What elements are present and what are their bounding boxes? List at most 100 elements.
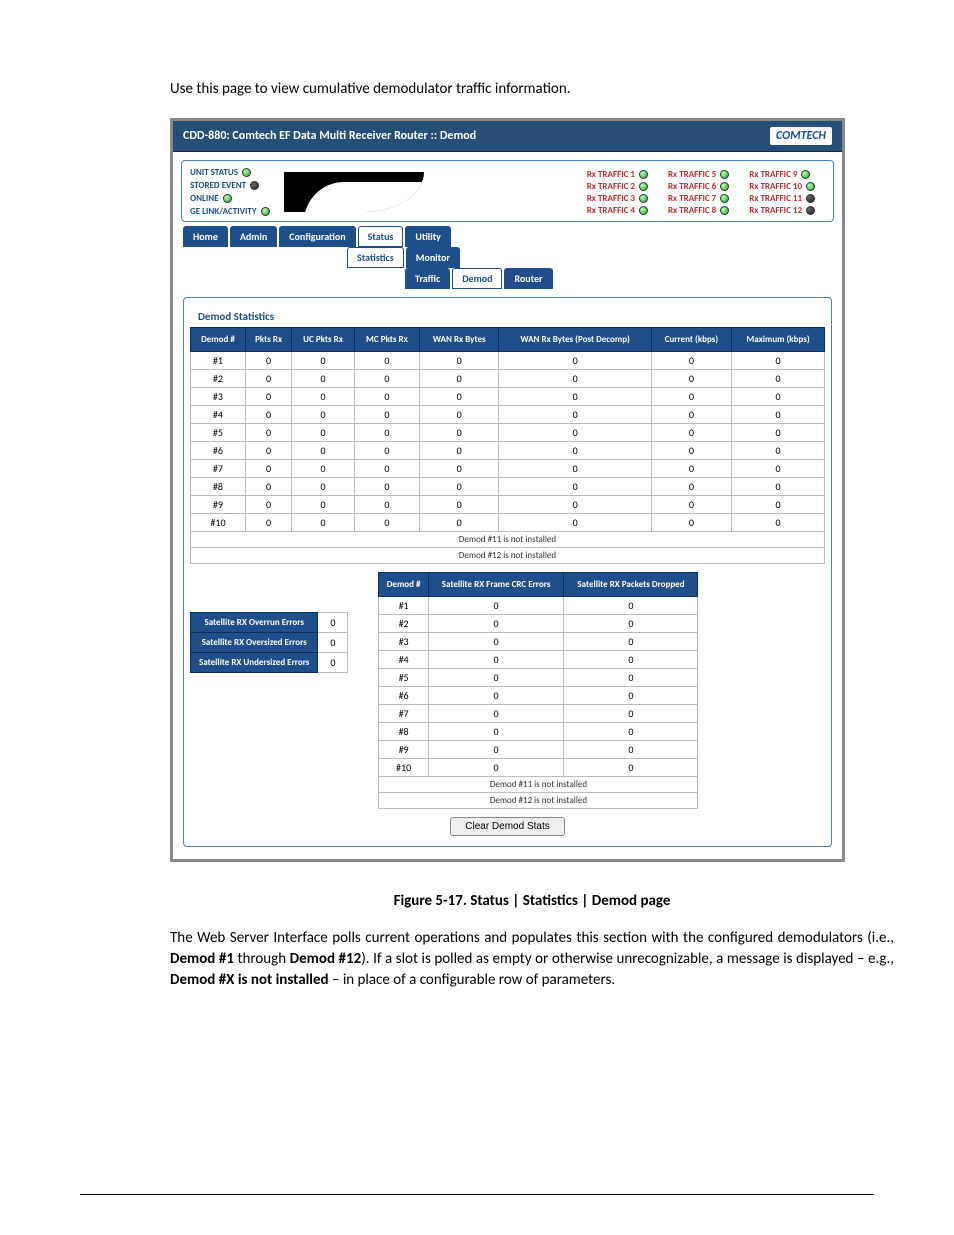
traffic-label: Rx TRAFFIC 7 [668, 193, 716, 204]
table-row: #700 [379, 705, 698, 723]
traffic-status-row: Rx TRAFFIC 11 [749, 193, 815, 204]
traffic-led-icon [806, 206, 815, 215]
status-box: UNIT STATUSSTORED EVENTONLINEGE LINK/ACT… [181, 160, 834, 222]
error-label: Satellite RX Undersized Errors [191, 653, 318, 673]
status-led-icon [261, 207, 270, 216]
not-installed-msg: Demod #12 is not installed [379, 793, 698, 809]
figure-caption: Figure 5-17. Status | Statistics | Demod… [170, 892, 894, 910]
error-value: 0 [318, 613, 348, 633]
page-title: CDD-880: Comtech EF Data Multi Receiver … [183, 129, 476, 143]
traffic-status-row: Rx TRAFFIC 8 [668, 205, 729, 216]
subtab2-demod[interactable]: Demod [452, 268, 502, 289]
description-paragraph: The Web Server Interface polls current o… [170, 928, 894, 991]
traffic-led-icon [720, 206, 729, 215]
table-row: #60000000 [191, 442, 825, 460]
traffic-status-row: Rx TRAFFIC 6 [668, 181, 729, 192]
traffic-status-row: Rx TRAFFIC 7 [668, 193, 729, 204]
tab-home[interactable]: Home [183, 226, 228, 247]
tab-admin[interactable]: Admin [230, 226, 277, 247]
traffic-status-row: Rx TRAFFIC 3 [587, 193, 648, 204]
table-row: #1000 [379, 759, 698, 777]
traffic-label: Rx TRAFFIC 11 [749, 193, 802, 204]
status-led-icon [250, 181, 259, 190]
subtab2-router[interactable]: Router [504, 268, 552, 289]
traffic-status-row: Rx TRAFFIC 1 [587, 169, 648, 180]
traffic-led-icon [639, 194, 648, 203]
not-installed-msg: Demod #12 is not installed [191, 548, 825, 564]
traffic-label: Rx TRAFFIC 12 [749, 205, 802, 216]
footer-rule [80, 1194, 874, 1195]
table-row: #300 [379, 633, 698, 651]
traffic-led-icon [720, 194, 729, 203]
traffic-label: Rx TRAFFIC 3 [587, 193, 635, 204]
subtab-monitor[interactable]: Monitor [406, 247, 460, 268]
tab-utility[interactable]: Utility [405, 226, 451, 247]
intro-text: Use this page to view cumulative demodul… [170, 80, 894, 98]
table-header: WAN Rx Bytes [419, 328, 498, 352]
traffic-led-icon [639, 170, 648, 179]
status-led-icon [242, 168, 251, 177]
table-header: Current (kbps) [651, 328, 731, 352]
table-row: #10000000 [191, 352, 825, 370]
not-installed-msg: Demod #11 is not installed [191, 532, 825, 548]
screenshot: CDD-880: Comtech EF Data Multi Receiver … [170, 118, 845, 862]
table-row: #400 [379, 651, 698, 669]
table-header: Pkts Rx [245, 328, 291, 352]
traffic-label: Rx TRAFFIC 1 [587, 169, 635, 180]
traffic-led-icon [806, 182, 815, 191]
error-value: 0 [318, 633, 348, 653]
traffic-label: Rx TRAFFIC 5 [668, 169, 716, 180]
traffic-led-icon [639, 182, 648, 191]
subtab2-traffic[interactable]: Traffic [405, 268, 450, 289]
clear-demod-stats-button[interactable]: Clear Demod Stats [450, 817, 564, 836]
table-row: #20000000 [191, 370, 825, 388]
table-row: #800 [379, 723, 698, 741]
table-row: #50000000 [191, 424, 825, 442]
table-row: #70000000 [191, 460, 825, 478]
traffic-status-row: Rx TRAFFIC 5 [668, 169, 729, 180]
status-label: UNIT STATUS [190, 167, 238, 178]
traffic-label: Rx TRAFFIC 9 [749, 169, 797, 180]
status-label: GE LINK/ACTIVITY [190, 206, 257, 217]
table-row: #100000000 [191, 514, 825, 532]
tab-status[interactable]: Status [358, 226, 404, 247]
swoosh-graphic [284, 172, 424, 212]
traffic-status-row: Rx TRAFFIC 2 [587, 181, 648, 192]
demod-statistics-fieldset: Demod Statistics Demod #Pkts RxUC Pkts R… [183, 297, 832, 847]
table-header: UC Pkts Rx [292, 328, 355, 352]
status-row: GE LINK/ACTIVITY [190, 206, 270, 217]
error-label: Satellite RX Overrun Errors [191, 613, 318, 633]
crc-table: Demod #Satellite RX Frame CRC ErrorsSate… [378, 572, 698, 809]
table-row: #500 [379, 669, 698, 687]
error-value: 0 [318, 653, 348, 673]
traffic-status-row: Rx TRAFFIC 9 [749, 169, 815, 180]
title-bar: CDD-880: Comtech EF Data Multi Receiver … [173, 121, 842, 152]
table-row: #80000000 [191, 478, 825, 496]
traffic-label: Rx TRAFFIC 8 [668, 205, 716, 216]
table-row: #30000000 [191, 388, 825, 406]
tab-configuration[interactable]: Configuration [279, 226, 355, 247]
logo: COMTECH [770, 127, 832, 145]
traffic-led-icon [806, 194, 815, 203]
table-header: Maximum (kbps) [732, 328, 825, 352]
traffic-status-row: Rx TRAFFIC 10 [749, 181, 815, 192]
table-row: #200 [379, 615, 698, 633]
traffic-led-icon [639, 206, 648, 215]
status-row: ONLINE [190, 193, 270, 204]
table-row: #40000000 [191, 406, 825, 424]
subtab-statistics[interactable]: Statistics [347, 247, 404, 268]
traffic-led-icon [720, 170, 729, 179]
table-header: MC Pkts Rx [354, 328, 419, 352]
traffic-status-row: Rx TRAFFIC 4 [587, 205, 648, 216]
status-label: ONLINE [190, 193, 219, 204]
error-summary-table: Satellite RX Overrun Errors0Satellite RX… [190, 612, 348, 673]
traffic-led-icon [801, 170, 810, 179]
main-stats-table: Demod #Pkts RxUC Pkts RxMC Pkts RxWAN Rx… [190, 327, 825, 564]
error-label: Satellite RX Oversized Errors [191, 633, 318, 653]
table-row: #90000000 [191, 496, 825, 514]
table-header: WAN Rx Bytes (Post Decomp) [499, 328, 651, 352]
table-row: #100 [379, 597, 698, 615]
status-led-icon [223, 194, 232, 203]
table-header: Satellite RX Frame CRC Errors [428, 573, 564, 597]
table-header: Demod # [191, 328, 246, 352]
